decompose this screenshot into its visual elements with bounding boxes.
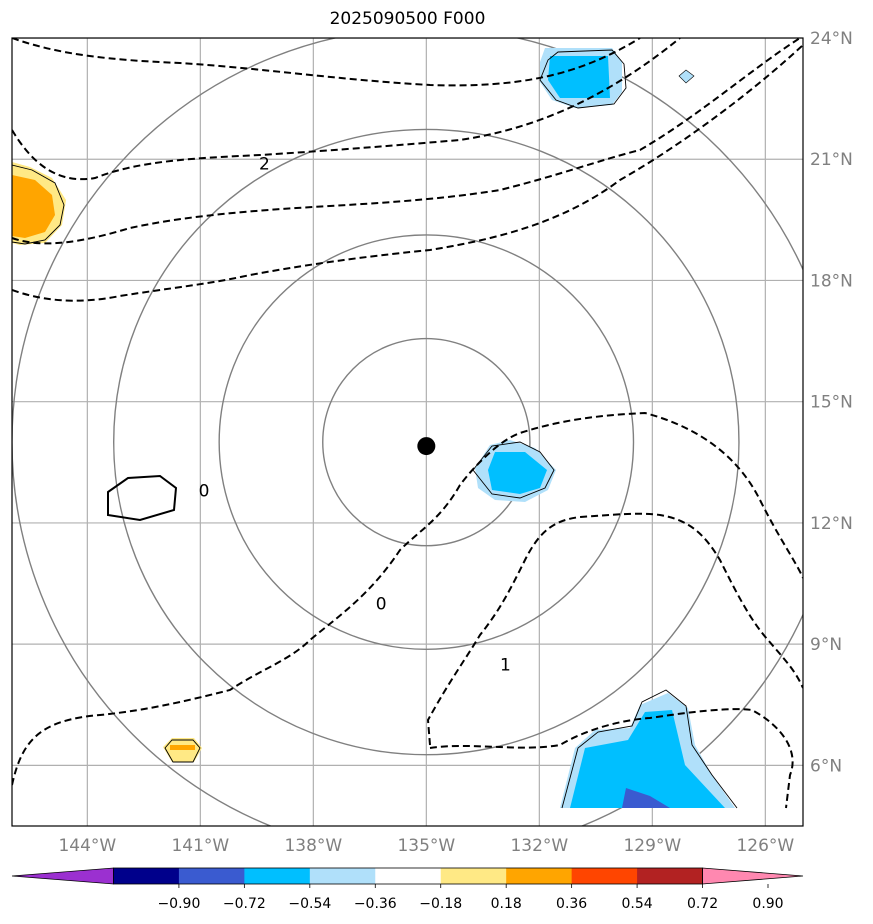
colorbar-segment	[440, 868, 507, 884]
latitude-tick-label: 24°N	[810, 29, 853, 49]
colorbar-tick-label: −0.90	[157, 896, 200, 912]
colorbar-segment	[375, 868, 442, 884]
colorbar-segment	[506, 868, 573, 884]
colorbar-tick-label: 0.54	[622, 896, 653, 912]
dashed-contour-north-1	[12, 38, 641, 87]
colorbar-tick-label: −0.36	[354, 896, 397, 912]
longitude-tick-label: 138°W	[284, 836, 342, 856]
plot-frame	[11, 37, 804, 827]
dashed-contours	[12, 38, 803, 809]
colorbar-segment	[113, 868, 180, 884]
colorbar: −0.90 −0.72 −0.54 −0.36 −0.18 0.18 0.36 0.54 0.7…	[11, 867, 804, 912]
positive-anomaly-south-inner	[170, 745, 195, 750]
colorbar-tick-label: −0.18	[419, 896, 462, 912]
colorbar-over-extension	[702, 867, 804, 885]
lat-lon-gridlines	[12, 38, 803, 826]
longitude-tick-label: 126°W	[736, 836, 794, 856]
latitude-tick-label: 6°N	[810, 756, 842, 776]
colorbar-tick-label: 0.18	[491, 896, 522, 912]
positive-anomaly-west-inner	[12, 175, 55, 238]
negative-anomaly-ne-small	[678, 69, 695, 84]
colorbar-segment	[244, 868, 311, 884]
range-rings	[12, 38, 803, 826]
dashed-contour-north-2	[12, 38, 681, 181]
dashed-contour-south-base	[429, 708, 794, 809]
filled-anomaly-regions	[12, 48, 738, 809]
range-ring	[113, 128, 740, 756]
colorbar-under-extension	[11, 867, 114, 885]
latitude-tick-labels: 6°N 9°N 12°N 15°N 18°N 21°N 24°N	[810, 29, 853, 776]
longitude-tick-label: 135°W	[397, 836, 455, 856]
contour-label: 0	[199, 482, 210, 502]
colorbar-tick-label: 0.72	[687, 896, 718, 912]
solid-contour-zero	[107, 474, 178, 522]
longitude-tick-label: 141°W	[171, 836, 229, 856]
longitude-tick-labels: 144°W 141°W 138°W 135°W 132°W 129°W 126°W	[58, 836, 794, 856]
longitude-tick-label: 144°W	[58, 836, 116, 856]
colorbar-tick-label: 0.90	[752, 896, 783, 912]
contour-label: 2	[259, 154, 270, 174]
negative-anomaly-ne-contour	[539, 49, 627, 109]
dashed-contour-central	[12, 411, 803, 786]
colorbar-segment	[309, 868, 376, 884]
storm-center-marker	[417, 437, 436, 456]
range-ring	[322, 337, 531, 547]
dashed-contour-north-4	[12, 44, 803, 302]
latitude-tick-label: 15°N	[810, 393, 853, 413]
latitude-tick-label: 21°N	[810, 150, 853, 170]
map-title: 2025090500 F000	[329, 9, 486, 29]
longitude-tick-label: 129°W	[623, 836, 681, 856]
colorbar-segment	[571, 868, 638, 884]
negative-anomaly-ne-inner	[548, 56, 610, 98]
latitude-tick-label: 18°N	[810, 271, 853, 291]
negative-anomaly-se-inner	[570, 710, 725, 808]
negative-anomaly-central-contour	[472, 441, 555, 499]
latitude-tick-label: 12°N	[810, 514, 853, 534]
range-ring	[218, 234, 635, 650]
dashed-contour-north-3	[12, 38, 801, 245]
contour-label: 0	[376, 595, 387, 615]
colorbar-tick-label: 0.36	[556, 896, 587, 912]
colorbar-frame	[113, 867, 703, 885]
negative-anomaly-se-contour	[561, 689, 738, 809]
positive-anomaly-west-contour	[12, 164, 65, 245]
latitude-tick-label: 9°N	[810, 635, 842, 655]
negative-anomaly-se-core	[622, 788, 670, 808]
colorbar-segment	[637, 868, 704, 884]
colorbar-tick-label: −0.72	[223, 896, 266, 912]
longitude-tick-label: 132°W	[510, 836, 568, 856]
dashed-contour-south	[426, 512, 803, 746]
positive-anomaly-south-contour	[164, 739, 201, 763]
colorbar-tick-label: −0.54	[288, 896, 331, 912]
negative-anomaly-central-inner	[488, 452, 547, 494]
contour-label: 1	[500, 655, 511, 675]
colorbar-segment	[178, 868, 245, 884]
